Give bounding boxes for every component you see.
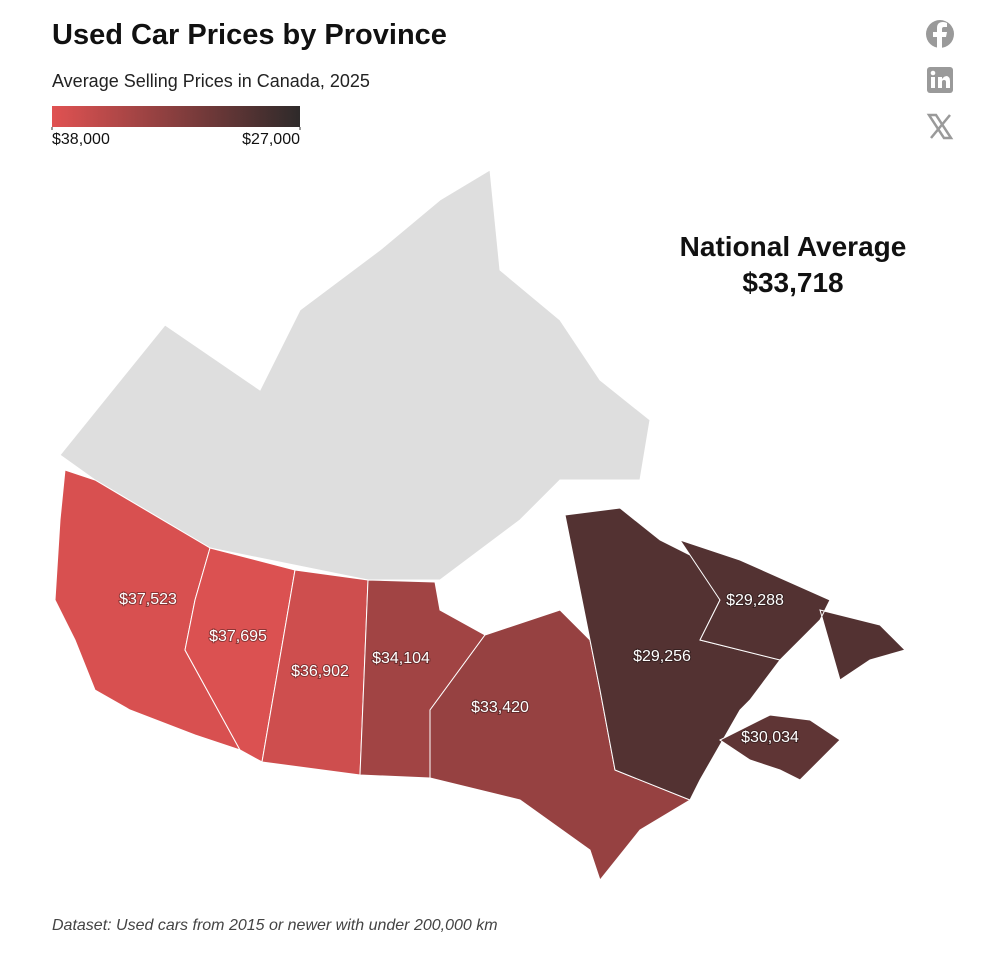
chart-subtitle: Average Selling Prices in Canada, 2025 [52,71,370,91]
linkedin-icon[interactable] [927,67,953,93]
social-icons [926,20,954,140]
colorbar [52,106,300,127]
value-label: $30,034 [741,729,799,746]
province [564,507,781,801]
x-icon[interactable] [926,113,954,140]
colorbar-tick-label: $38,000 [52,131,110,148]
value-label: $29,256 [633,648,691,665]
value-label: $37,695 [209,628,267,645]
annotation-label: National Average [680,231,907,262]
province [719,714,841,781]
province [678,539,906,681]
facebook-icon[interactable] [926,20,954,48]
colorbar-tick-label: $27,000 [242,131,300,148]
value-label: $33,420 [471,699,529,716]
value-label: $29,288 [726,592,784,609]
value-label: $37,523 [119,591,177,608]
chart-title: Used Car Prices by Province [52,19,447,51]
value-label: $34,104 [372,650,430,667]
footnote: Dataset: Used cars from 2015 or newer wi… [52,917,498,934]
annotation-value: $33,718 [742,267,843,298]
value-label: $36,902 [291,663,349,680]
